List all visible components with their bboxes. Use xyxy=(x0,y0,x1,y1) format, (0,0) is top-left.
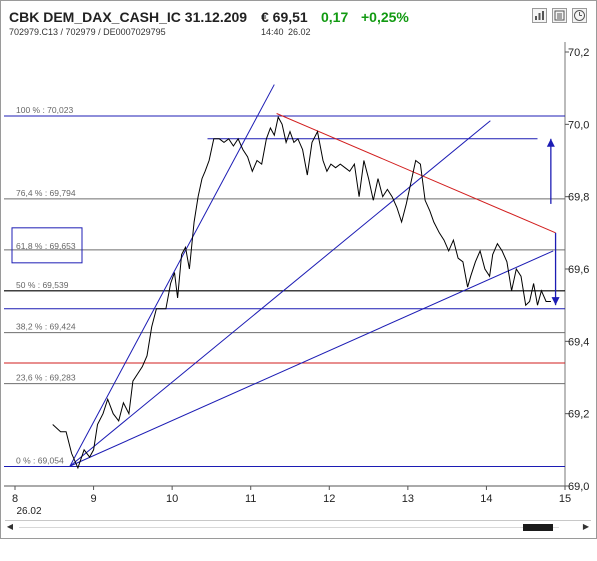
x-tick-label: 14 xyxy=(480,493,492,505)
resistance-trend-line xyxy=(276,113,556,234)
x-tick-label: 9 xyxy=(91,493,97,505)
scroll-left-icon[interactable]: ◀ xyxy=(6,522,14,531)
fib-level-label: 76,4 % : 69,794 xyxy=(16,188,76,198)
time-scrollbar[interactable]: ◀ ▶ xyxy=(5,520,591,533)
x-tick-label: 12 xyxy=(323,493,335,505)
target-arrow-head xyxy=(551,297,560,306)
scrollbar-thumb[interactable] xyxy=(523,524,553,531)
bar-chart-icon[interactable] xyxy=(532,8,547,23)
quote-header: CBK DEM_DAX_CASH_IC 31.12.209 € 69,51 0,… xyxy=(5,6,593,42)
scroll-right-icon[interactable]: ▶ xyxy=(582,522,590,531)
support-trend-line xyxy=(69,120,491,467)
y-tick-label: 70,0 xyxy=(568,119,589,131)
y-tick-label: 69,8 xyxy=(568,192,589,204)
news-icon[interactable] xyxy=(552,8,567,23)
x-tick-label: 11 xyxy=(245,493,256,505)
last-price: € 69,51 xyxy=(261,9,308,25)
quote-date: 26.02 xyxy=(288,27,311,37)
x-tick-label: 15 xyxy=(559,493,571,505)
instrument-title: CBK DEM_DAX_CASH_IC 31.12.209 xyxy=(9,9,248,25)
fib-level-label: 38,2 % : 69,424 xyxy=(16,322,76,332)
x-date-label: 26.02 xyxy=(16,506,41,517)
instrument-ids: 702979.C13 / 702979 / DE0007029795 xyxy=(9,27,166,37)
x-tick-label: 10 xyxy=(166,493,178,505)
y-tick-label: 70,2 xyxy=(568,47,589,59)
target-arrow-head xyxy=(546,138,555,147)
x-tick-label: 13 xyxy=(402,493,414,505)
fib-level-label: 100 % : 70,023 xyxy=(16,105,73,115)
change-percent: +0,25% xyxy=(361,9,409,25)
fib-level-label: 23,6 % : 69,283 xyxy=(16,373,76,383)
support-trend-line xyxy=(69,250,554,467)
support-trend-line xyxy=(69,84,275,467)
y-tick-label: 69,6 xyxy=(568,264,589,276)
fib-level-label: 0 % : 69,054 xyxy=(16,455,64,465)
fib-level-label: 61,8 % : 69,653 xyxy=(16,241,76,251)
quote-time: 14:40 xyxy=(261,27,284,37)
y-tick-label: 69,2 xyxy=(568,409,589,421)
fib-level-label: 50 % : 69,539 xyxy=(16,280,69,290)
x-tick-label: 8 xyxy=(12,493,18,505)
change-absolute: 0,17 xyxy=(321,9,349,25)
fib-label-box xyxy=(11,227,83,264)
clock-icon[interactable] xyxy=(572,8,587,23)
y-tick-label: 69,4 xyxy=(568,336,589,348)
price-line xyxy=(52,115,551,470)
chart-window: CBK DEM_DAX_CASH_IC 31.12.209 € 69,51 0,… xyxy=(0,0,597,539)
scrollbar-track xyxy=(19,527,559,528)
y-tick-label: 69,0 xyxy=(568,481,589,493)
